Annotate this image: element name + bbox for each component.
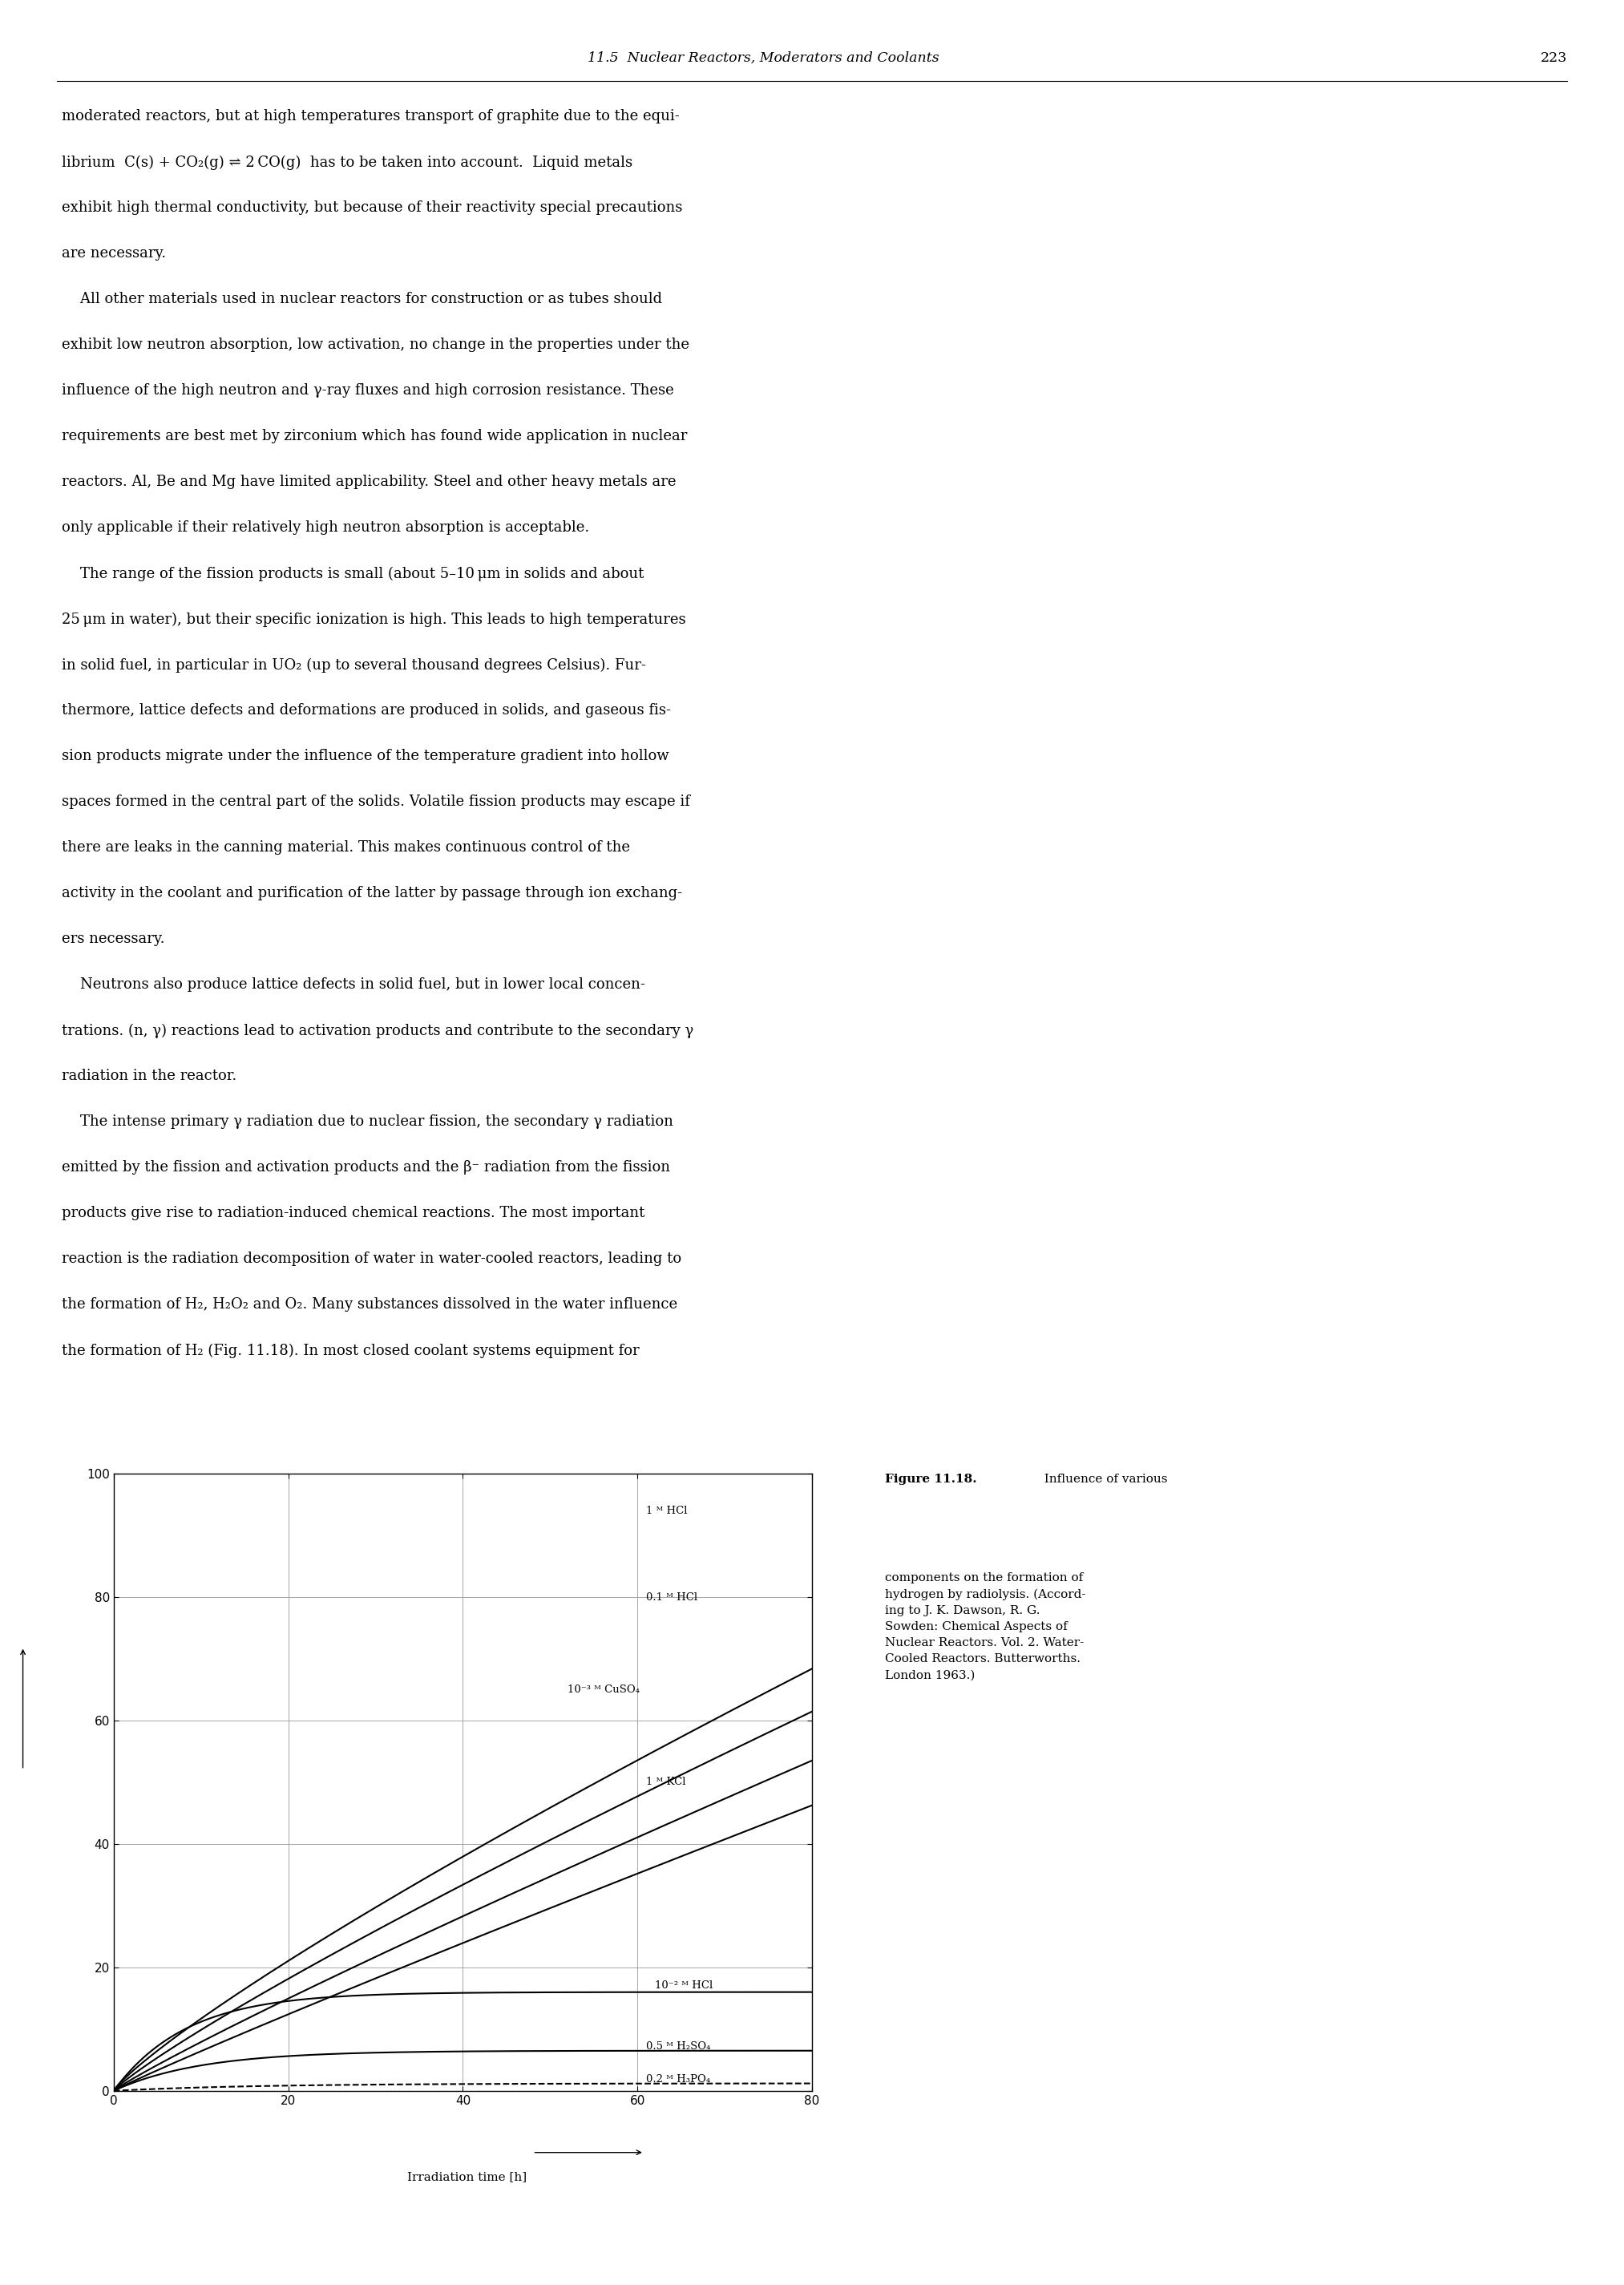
Text: radiation in the reactor.: radiation in the reactor. [62,1069,237,1083]
Text: 1 ᴹ KCl: 1 ᴹ KCl [646,1778,685,1787]
Text: products give rise to radiation-induced chemical reactions. The most important: products give rise to radiation-induced … [62,1206,645,1220]
Text: 11.5  Nuclear Reactors, Moderators and Coolants: 11.5 Nuclear Reactors, Moderators and Co… [588,53,939,64]
Text: 25 μm in water), but their specific ionization is high. This leads to high tempe: 25 μm in water), but their specific ioni… [62,612,685,626]
Text: only applicable if their relatively high neutron absorption is acceptable.: only applicable if their relatively high… [62,521,590,535]
Text: Neutrons also produce lattice defects in solid fuel, but in lower local concen-: Neutrons also produce lattice defects in… [62,978,645,992]
Text: ers necessary.: ers necessary. [62,932,164,946]
Text: there are leaks in the canning material. This makes continuous control of the: there are leaks in the canning material.… [62,841,630,855]
Text: Figure 11.18.: Figure 11.18. [885,1474,978,1485]
Text: reaction is the radiation decomposition of water in water-cooled reactors, leadi: reaction is the radiation decomposition … [62,1252,682,1266]
Text: exhibit low neutron absorption, low activation, no change in the properties unde: exhibit low neutron absorption, low acti… [62,338,689,352]
Text: spaces formed in the central part of the solids. Volatile fission products may e: spaces formed in the central part of the… [62,795,690,809]
Text: 10⁻³ ᴹ CuSO₄: 10⁻³ ᴹ CuSO₄ [568,1684,640,1695]
Text: 0.1 ᴹ HCl: 0.1 ᴹ HCl [646,1593,698,1602]
Text: the formation of H₂ (Fig. 11.18). In most closed coolant systems equipment for: the formation of H₂ (Fig. 11.18). In mos… [62,1344,640,1357]
Text: in solid fuel, in particular in UO₂ (up to several thousand degrees Celsius). Fu: in solid fuel, in particular in UO₂ (up … [62,658,646,672]
Text: Influence of various: Influence of various [1036,1474,1168,1485]
Text: 0.2 ᴹ H₃PO₄: 0.2 ᴹ H₃PO₄ [646,2075,710,2084]
Text: the formation of H₂, H₂O₂ and O₂. Many substances dissolved in the water influen: the formation of H₂, H₂O₂ and O₂. Many s… [62,1298,677,1312]
Text: librium  C(s) + CO₂(g) ⇌ 2 CO(g)  has to be taken into account.  Liquid metals: librium C(s) + CO₂(g) ⇌ 2 CO(g) has to b… [62,155,632,169]
Text: moderated reactors, but at high temperatures transport of graphite due to the eq: moderated reactors, but at high temperat… [62,110,679,123]
Text: Irradiation time [h]: Irradiation time [h] [408,2171,526,2182]
Text: 1 ᴹ HCl: 1 ᴹ HCl [646,1506,687,1515]
Text: exhibit high thermal conductivity, but because of their reactivity special preca: exhibit high thermal conductivity, but b… [62,201,682,215]
Text: requirements are best met by zirconium which has found wide application in nucle: requirements are best met by zirconium w… [62,430,687,443]
Text: activity in the coolant and purification of the latter by passage through ion ex: activity in the coolant and purification… [62,887,682,900]
Text: thermore, lattice defects and deformations are produced in solids, and gaseous f: thermore, lattice defects and deformatio… [62,704,671,717]
Text: 223: 223 [1541,53,1567,64]
Text: emitted by the fission and activation products and the β⁻ radiation from the fis: emitted by the fission and activation pr… [62,1161,671,1174]
Text: The range of the fission products is small (about 5–10 μm in solids and about: The range of the fission products is sma… [62,567,645,580]
Text: All other materials used in nuclear reactors for construction or as tubes should: All other materials used in nuclear reac… [62,292,663,306]
Text: 0.5 ᴹ H₂SO₄: 0.5 ᴹ H₂SO₄ [646,2041,711,2052]
Text: influence of the high neutron and γ-ray fluxes and high corrosion resistance. Th: influence of the high neutron and γ-ray … [62,384,674,398]
Text: trations. (n, γ) reactions lead to activation products and contribute to the sec: trations. (n, γ) reactions lead to activ… [62,1024,693,1037]
Text: sion products migrate under the influence of the temperature gradient into hollo: sion products migrate under the influenc… [62,749,669,763]
Text: reactors. Al, Be and Mg have limited applicability. Steel and other heavy metals: reactors. Al, Be and Mg have limited app… [62,475,676,489]
Text: The intense primary γ radiation due to nuclear fission, the secondary γ radiatio: The intense primary γ radiation due to n… [62,1115,674,1129]
Text: are necessary.: are necessary. [62,247,166,260]
Text: components on the formation of
hydrogen by radiolysis. (Accord-
ing to J. K. Daw: components on the formation of hydrogen … [885,1572,1086,1682]
Text: 10⁻² ᴹ HCl: 10⁻² ᴹ HCl [654,1981,713,1990]
